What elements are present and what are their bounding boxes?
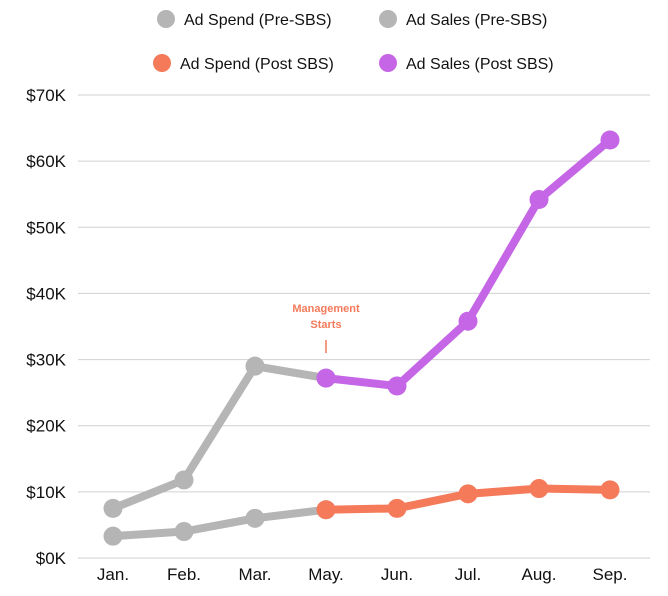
series-line-ad-spend-pre-sbs bbox=[109, 505, 330, 541]
data-point-ad-spend-post-sbs bbox=[600, 480, 620, 500]
x-tick-label: Jul. bbox=[455, 565, 481, 584]
legend-label-ad-spend-pre-sbs: Ad Spend (Pre-SBS) bbox=[184, 12, 332, 29]
gridlines bbox=[78, 94, 650, 559]
y-tick-label: $10K bbox=[26, 483, 66, 502]
data-point-ad-sales-post-sbs bbox=[387, 376, 407, 396]
x-tick-label: Jan. bbox=[97, 565, 129, 584]
legend-label-ad-spend-post-sbs: Ad Spend (Post SBS) bbox=[180, 56, 334, 73]
annotation-text: Management bbox=[292, 303, 360, 315]
legend-marker-ad-sales-pre-sbs bbox=[379, 10, 397, 28]
y-tick-label: $70K bbox=[26, 86, 66, 105]
data-point-ad-spend-post-sbs bbox=[316, 500, 336, 520]
data-point-ad-sales-post-sbs bbox=[600, 130, 620, 150]
y-tick-label: $40K bbox=[26, 284, 66, 303]
y-tick-label: $30K bbox=[26, 351, 66, 370]
data-point-ad-spend-pre-sbs bbox=[174, 522, 194, 542]
annotation-text: Starts bbox=[310, 319, 341, 331]
y-tick-label: $20K bbox=[26, 417, 66, 436]
data-point-ad-spend-pre-sbs bbox=[103, 526, 123, 546]
data-point-ad-spend-post-sbs bbox=[387, 498, 407, 518]
annotation: Management Starts bbox=[292, 303, 360, 353]
y-axis-tick-labels: $0K $10K $20K $30K $40K $50K $60K $70K bbox=[26, 86, 66, 568]
y-tick-label: $0K bbox=[36, 549, 67, 568]
data-point-ad-sales-post-sbs bbox=[316, 368, 336, 388]
x-tick-label: Feb. bbox=[167, 565, 201, 584]
x-tick-label: May. bbox=[308, 565, 344, 584]
series-line-ad-sales-pre-sbs bbox=[109, 362, 330, 513]
y-tick-label: $50K bbox=[26, 218, 66, 237]
series-ad-spend-pre-sbs bbox=[103, 500, 336, 546]
series-ad-sales-pre-sbs bbox=[103, 356, 336, 518]
legend-marker-ad-sales-post-sbs bbox=[379, 54, 397, 72]
series-line-ad-sales-post-sbs bbox=[322, 135, 614, 391]
legend-marker-ad-spend-post-sbs bbox=[153, 54, 171, 72]
data-point-ad-sales-pre-sbs bbox=[174, 470, 194, 490]
y-tick-label: $60K bbox=[26, 152, 66, 171]
legend-label-ad-sales-pre-sbs: Ad Sales (Pre-SBS) bbox=[406, 12, 547, 29]
data-point-ad-sales-post-sbs bbox=[458, 311, 478, 331]
legend-label-ad-sales-post-sbs: Ad Sales (Post SBS) bbox=[406, 56, 554, 73]
data-point-ad-sales-post-sbs bbox=[529, 190, 549, 210]
x-axis-tick-labels: Jan. Feb. Mar. May. Jun. Jul. Aug. Sep. bbox=[97, 565, 628, 584]
x-tick-label: Mar. bbox=[238, 565, 271, 584]
x-tick-label: Sep. bbox=[593, 565, 628, 584]
x-tick-label: Jun. bbox=[381, 565, 413, 584]
series-ad-sales-post-sbs bbox=[316, 130, 620, 396]
data-point-ad-spend-post-sbs bbox=[529, 479, 549, 499]
data-point-ad-sales-pre-sbs bbox=[245, 356, 265, 376]
legend: Ad Spend (Pre-SBS) Ad Sales (Pre-SBS) Ad S… bbox=[153, 10, 554, 73]
legend-marker-ad-spend-pre-sbs bbox=[157, 10, 175, 28]
data-point-ad-sales-pre-sbs bbox=[103, 498, 123, 518]
series-layer bbox=[103, 130, 620, 546]
data-point-ad-spend-post-sbs bbox=[458, 484, 478, 504]
x-tick-label: Aug. bbox=[522, 565, 557, 584]
series-ad-spend-post-sbs bbox=[316, 479, 620, 520]
data-point-ad-spend-pre-sbs bbox=[245, 508, 265, 528]
